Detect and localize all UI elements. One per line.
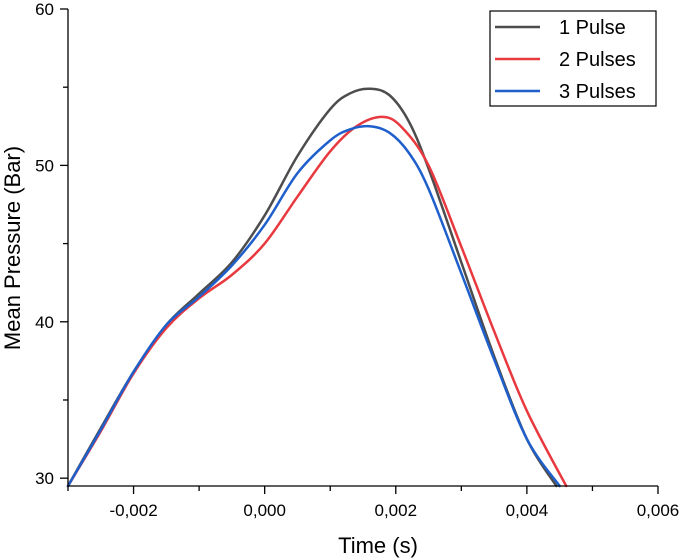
legend: 1 Pulse 2 Pulses 3 Pulses [489, 10, 657, 107]
y-tick-label: 30 [35, 469, 54, 488]
series-line-1-pulse [66, 87, 558, 488]
x-tick-label: -0,002 [109, 501, 157, 520]
x-tick-label: 0,000 [243, 501, 286, 520]
y-tick-label: 50 [35, 156, 54, 175]
ticks: -0,002 0,000 0,002 0,004 0,006 30 40 50 60 [35, 0, 679, 520]
x-tick-label: 0,004 [506, 501, 549, 520]
legend-label-3-pulses: 3 Pulses [559, 81, 636, 103]
y-tick-label: 40 [35, 313, 54, 332]
plot-lines [66, 87, 568, 488]
axes [67, 9, 658, 487]
legend-label-2-pulses: 2 Pulses [559, 49, 636, 71]
y-tick-label: 60 [35, 0, 54, 19]
y-axis-title: Mean Pressure (Bar) [0, 146, 25, 350]
series-line-2-pulses [66, 115, 568, 488]
x-tick-label: 0,002 [375, 501, 418, 520]
series-line-3-pulses [66, 124, 561, 488]
x-axis-title: Time (s) [338, 533, 418, 558]
legend-label-1-pulse: 1 Pulse [559, 17, 626, 39]
x-tick-label: 0,006 [637, 501, 680, 520]
